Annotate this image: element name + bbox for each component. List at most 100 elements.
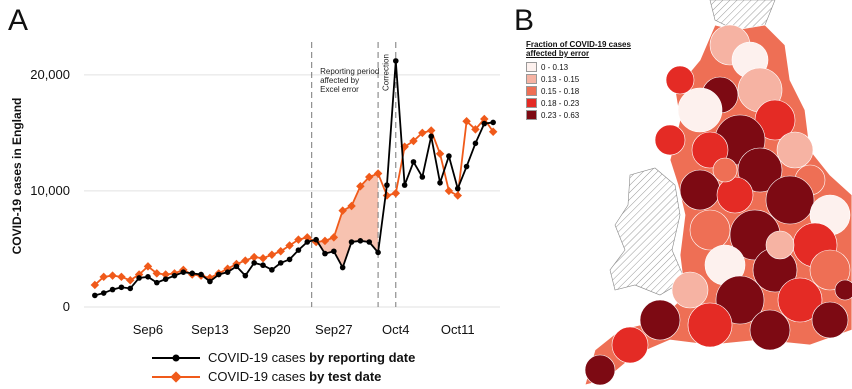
map-district	[712, 157, 738, 183]
x-tick-label: Sep13	[191, 322, 229, 337]
legend-item-reporting: COVID-19 cases by reporting date	[150, 348, 415, 367]
x-tick-label: Sep6	[133, 322, 163, 337]
line-chart: 0 10,000 20,000 Sep6 Sep13 Sep20 Sep27 Oct4 Oct…	[10, 42, 500, 337]
x-tick-label: Oct11	[441, 322, 475, 337]
map-legend-item: 0.15 - 0.18	[526, 85, 646, 97]
map-district	[654, 124, 686, 156]
reporting-date-series-point	[348, 239, 355, 245]
reporting-date-series-point	[145, 274, 151, 280]
test-date-series-point	[267, 250, 277, 260]
reporting-date-series-point	[410, 159, 417, 165]
map-legend-item: 0.18 - 0.23	[526, 97, 646, 109]
reporting-date-series-point	[463, 163, 470, 170]
wales-region	[609, 167, 686, 296]
chart-legend: COVID-19 cases by reporting date COVID-1…	[150, 348, 415, 386]
reporting-date-series-point	[198, 271, 204, 278]
panel-a-letter: A	[8, 4, 29, 37]
x-tick-labels: Sep6 Sep13 Sep20 Sep27 Oct4 Oct11	[133, 322, 475, 337]
reporting-date-series-point	[251, 260, 257, 266]
test-date-series-point	[435, 149, 445, 159]
test-date-series-point	[347, 201, 356, 211]
test-date-series-point	[249, 252, 259, 262]
test-date-series-point	[143, 262, 153, 271]
map-legend-swatch	[526, 110, 537, 120]
test-date-series-point	[152, 269, 162, 278]
test-date-series-point	[99, 272, 108, 282]
legend-item-test: COVID-19 cases by test date	[150, 367, 415, 386]
reporting-date-series-point	[304, 239, 311, 245]
reporting-date-series-point	[392, 58, 399, 64]
reporting-date-series-point	[339, 264, 346, 271]
y-tick-label: 10,000	[30, 183, 70, 198]
test-date-series-point	[108, 271, 117, 280]
y-axis-label: COVID-19 cases in England	[10, 98, 24, 255]
map-legend-item: 0 - 0.13	[526, 61, 646, 73]
test-date-series-point	[320, 236, 330, 246]
reporting-date-series-point	[375, 249, 381, 256]
reporting-date-series-point	[401, 182, 408, 188]
reporting-date-series-line	[94, 60, 494, 297]
test-date-series-point	[418, 128, 427, 138]
reporting-date-series-point	[454, 185, 461, 192]
x-tick-label: Sep20	[253, 322, 291, 337]
map-district	[639, 299, 681, 341]
test-date-series-point	[480, 114, 489, 124]
reporting-date-series-point	[118, 284, 125, 291]
reporting-date-series-point	[428, 133, 434, 140]
reporting-date-series-point	[490, 119, 496, 126]
test-date-series-point	[426, 126, 436, 135]
test-date-series-point	[117, 272, 126, 282]
reporting-date-series-point	[481, 120, 488, 127]
test-date-series-point	[161, 270, 170, 279]
map-district	[671, 271, 709, 309]
test-date-series-point	[276, 247, 285, 256]
map-district	[611, 326, 649, 364]
y-tick-labels: 0 10,000 20,000	[30, 67, 70, 314]
test-date-series-point	[488, 127, 498, 136]
map-district	[716, 176, 754, 214]
test-date-series-line	[94, 117, 494, 286]
map-district	[691, 131, 729, 169]
map-legend-item: 0.23 - 0.63	[526, 109, 646, 121]
reporting-date-series-point	[242, 272, 249, 279]
legend-swatch-test	[152, 370, 200, 383]
legend-label-test: COVID-19 cases by test date	[208, 369, 382, 384]
reporting-date-series-point	[357, 238, 364, 244]
map-district	[679, 169, 721, 211]
map-legend-title: Fraction of COVID-19 cases affected by e…	[526, 40, 631, 58]
map-legend-label: 0.18 - 0.23	[541, 98, 580, 108]
annotation-text: Excel error	[320, 85, 359, 94]
reporting-date-series-point	[136, 275, 142, 281]
panel-b-letter: B	[514, 4, 535, 37]
reporting-date-series-point	[366, 239, 373, 245]
map-district	[584, 354, 616, 386]
map-district	[749, 309, 791, 351]
test-date-series-point	[373, 169, 383, 178]
england-map	[584, 0, 852, 386]
reporting-date-series-point	[260, 262, 266, 269]
reporting-date-series-point	[154, 279, 160, 286]
reporting-date-series-point	[277, 260, 284, 266]
legend-label-reporting: COVID-19 cases by reporting date	[208, 350, 416, 365]
y-tick-label: 0	[63, 299, 70, 314]
reporting-date-series-point	[92, 292, 98, 299]
map-legend-label: 0.13 - 0.15	[541, 74, 580, 84]
annotation-text: affected by	[320, 76, 359, 85]
reporting-date-series-point	[419, 174, 426, 180]
map-legend-label: 0.15 - 0.18	[541, 86, 580, 96]
map-district	[776, 131, 814, 169]
reporting-date-series-point	[233, 263, 240, 270]
x-tick-label: Oct4	[382, 322, 409, 337]
error-period-shading	[307, 173, 379, 268]
test-date-series-point	[338, 206, 347, 215]
test-date-series-point	[241, 256, 250, 265]
reporting-date-series-point	[322, 250, 328, 257]
map-legend-label: 0.23 - 0.63	[541, 110, 580, 120]
map-district	[811, 301, 849, 339]
reporting-date-series-point	[269, 267, 275, 273]
test-date-series-point	[90, 280, 100, 290]
reporting-date-series-point	[189, 270, 196, 277]
x-tick-label: Sep27	[315, 322, 353, 337]
legend-swatch-reporting	[152, 354, 200, 361]
